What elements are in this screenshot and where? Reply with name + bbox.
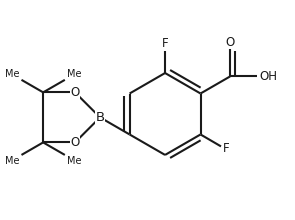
- Text: Me: Me: [67, 156, 82, 166]
- Text: O: O: [71, 136, 80, 149]
- Text: Me: Me: [5, 69, 19, 79]
- Text: OH: OH: [260, 70, 278, 83]
- Text: F: F: [162, 37, 168, 50]
- Text: O: O: [225, 36, 235, 49]
- Text: Me: Me: [5, 156, 19, 166]
- Text: O: O: [71, 86, 80, 99]
- Text: F: F: [223, 142, 230, 155]
- Text: Me: Me: [67, 69, 82, 79]
- Text: B: B: [96, 111, 105, 124]
